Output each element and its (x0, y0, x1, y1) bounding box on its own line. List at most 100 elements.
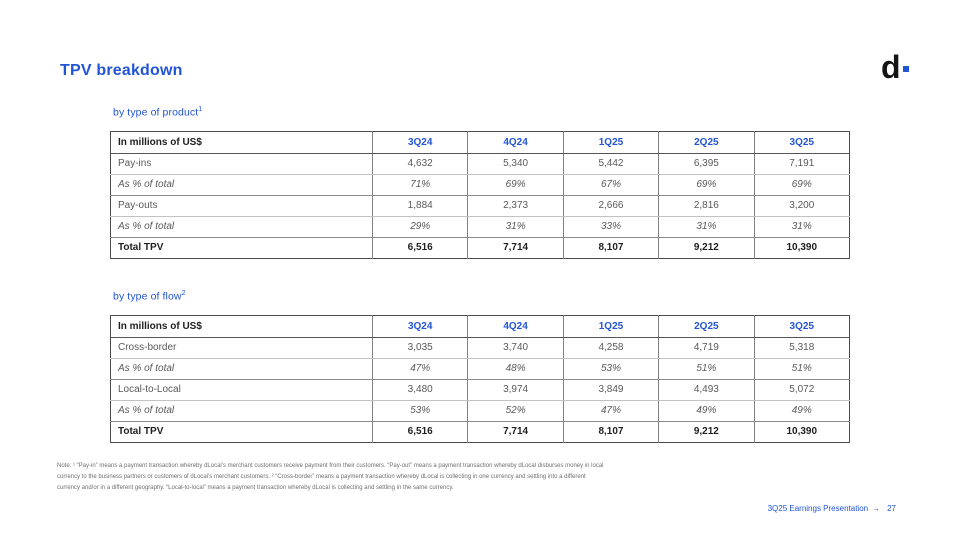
cell-value: 6,395 (658, 153, 755, 175)
cell-value: 8,107 (562, 420, 659, 442)
cell-value: 33% (562, 216, 659, 238)
cell-value: 3,480 (371, 379, 468, 401)
arrow-right-icon: → (872, 504, 881, 513)
cell-value: 4,258 (562, 337, 659, 359)
cell-value: 2,666 (562, 195, 659, 217)
table-unit-header: In millions of US$ (110, 315, 373, 338)
cell-value: 53% (371, 400, 468, 422)
cell-value: 53% (562, 358, 659, 380)
footnote: Note: ¹ “Pay-in” means a payment transac… (57, 461, 757, 494)
cell-value: 3,200 (753, 195, 850, 217)
quarter-header: 3Q25 (753, 131, 850, 154)
table-row: As % of total 53% 52% 47% 49% 49% (110, 400, 850, 422)
cell-value: 49% (753, 400, 850, 422)
row-label: Local-to-Local (110, 379, 373, 401)
slide-footer: 3Q25 Earnings Presentation → 27 (768, 504, 896, 513)
cell-value: 4,632 (371, 153, 468, 175)
cell-value: 71% (371, 174, 468, 196)
cell-value: 3,849 (562, 379, 659, 401)
table-row: Pay-outs 1,884 2,373 2,666 2,816 3,200 (110, 195, 850, 217)
cell-value: 3,974 (467, 379, 564, 401)
cell-value: 5,340 (467, 153, 564, 175)
table-section-by-product: by type of product1 In millions of US$ 3Q2… (110, 103, 850, 259)
table-section-by-flow: by type of flow2 In millions of US$ 3Q24 4Q… (110, 287, 850, 443)
cell-value: 2,816 (658, 195, 755, 217)
cell-value: 3,035 (371, 337, 468, 359)
cell-value: 7,191 (753, 153, 850, 175)
table-unit-header: In millions of US$ (110, 131, 373, 154)
quarter-header: 2Q25 (658, 131, 755, 154)
cell-value: 5,072 (753, 379, 850, 401)
quarter-header: 3Q24 (371, 131, 468, 154)
table-subtitle-by-flow: by type of flow2 (113, 290, 186, 303)
footnote-ref: 2 (181, 290, 186, 297)
row-label: As % of total (110, 216, 373, 238)
table-row: Total TPV 6,516 7,714 8,107 9,212 10,390 (110, 236, 850, 258)
dlocal-logo: d (881, 49, 910, 85)
footnote-ref: 1 (198, 106, 203, 113)
table-row: As % of total 29% 31% 33% 31% 31% (110, 216, 850, 238)
logo-letter: d (881, 49, 901, 85)
row-label: Total TPV (110, 236, 373, 258)
cell-value: 8,107 (562, 236, 659, 258)
cell-value: 47% (371, 358, 468, 380)
data-table-by-product: In millions of US$ 3Q24 4Q24 1Q25 2Q25 3Q25 Pa… (110, 130, 850, 259)
quarter-header: 1Q25 (562, 315, 659, 338)
data-table-by-flow: In millions of US$ 3Q24 4Q24 1Q25 2Q25 3Q25 Cr… (110, 314, 850, 443)
row-label: As % of total (110, 400, 373, 422)
cell-value: 49% (658, 400, 755, 422)
cell-value: 9,212 (658, 420, 755, 442)
cell-value: 5,442 (562, 153, 659, 175)
table-row: As % of total 71% 69% 67% 69% 69% (110, 174, 850, 196)
cell-value: 31% (658, 216, 755, 238)
cell-value: 31% (753, 216, 850, 238)
quarter-header: 4Q24 (467, 131, 564, 154)
cell-value: 51% (753, 358, 850, 380)
table-row: Cross-border 3,035 3,740 4,258 4,719 5,318 (110, 337, 850, 359)
quarter-header: 3Q25 (753, 315, 850, 338)
row-label: Pay-outs (110, 195, 373, 217)
footer-page-number: 27 (887, 504, 896, 513)
cell-value: 5,318 (753, 337, 850, 359)
quarter-header: 4Q24 (467, 315, 564, 338)
cell-value: 47% (562, 400, 659, 422)
cell-value: 29% (371, 216, 468, 238)
row-label: Pay-ins (110, 153, 373, 175)
cell-value: 67% (562, 174, 659, 196)
table-header-row: In millions of US$ 3Q24 4Q24 1Q25 2Q25 3Q25 (110, 131, 850, 154)
quarter-header: 3Q24 (371, 315, 468, 338)
cell-value: 48% (467, 358, 564, 380)
cell-value: 6,516 (371, 236, 468, 258)
cell-value: 2,373 (467, 195, 564, 217)
cell-value: 4,719 (658, 337, 755, 359)
table-row: Total TPV 6,516 7,714 8,107 9,212 10,390 (110, 420, 850, 442)
table-row: Local-to-Local 3,480 3,974 3,849 4,493 5,072 (110, 379, 850, 401)
quarter-header: 1Q25 (562, 131, 659, 154)
page-title: TPV breakdown (60, 62, 183, 79)
cell-value: 1,884 (371, 195, 468, 217)
footnote-line: currency to the business partners or cus… (57, 474, 586, 480)
table-subtitle-by-product: by type of product1 (113, 106, 203, 119)
cell-value: 10,390 (753, 236, 850, 258)
cell-value: 4,493 (658, 379, 755, 401)
row-label: As % of total (110, 358, 373, 380)
cell-value: 7,714 (467, 420, 564, 442)
footnote-line: Note: ¹ “Pay-in” means a payment transac… (57, 463, 604, 469)
cell-value: 9,212 (658, 236, 755, 258)
footnote-line: currency and/or in a different geography… (57, 485, 454, 491)
table-row: As % of total 47% 48% 53% 51% 51% (110, 358, 850, 380)
cell-value: 31% (467, 216, 564, 238)
cell-value: 7,714 (467, 236, 564, 258)
cell-value: 3,740 (467, 337, 564, 359)
cell-value: 69% (467, 174, 564, 196)
cell-value: 69% (753, 174, 850, 196)
logo-dot-icon (903, 66, 910, 72)
cell-value: 69% (658, 174, 755, 196)
row-label: Total TPV (110, 420, 373, 442)
cell-value: 51% (658, 358, 755, 380)
quarter-header: 2Q25 (658, 315, 755, 338)
footer-label: 3Q25 Earnings Presentation (767, 504, 869, 513)
cell-value: 52% (467, 400, 564, 422)
cell-value: 6,516 (371, 420, 468, 442)
